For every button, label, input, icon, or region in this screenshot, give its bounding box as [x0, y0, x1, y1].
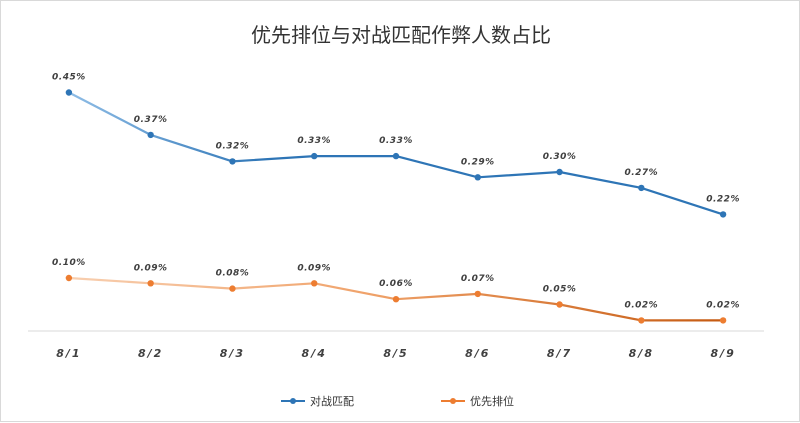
series-2: 0.10% 0.09% 0.08% 0.09% 0.06% 0.07% 0.05% 0.02%…	[52, 258, 740, 324]
data-point	[556, 301, 563, 308]
x-tick-label: 8/2	[138, 347, 163, 360]
legend-item: 优先排位	[441, 394, 514, 408]
data-label: 0.10%	[52, 258, 86, 268]
data-label: 0.27%	[624, 168, 658, 178]
series-layer: 0.45% 0.37% 0.32% 0.33% 0.33% 0.29% 0.30% 0.27%…	[52, 73, 740, 324]
data-point	[392, 152, 400, 160]
legend-item: 对战匹配	[281, 394, 354, 408]
data-label: 0.07%	[461, 274, 495, 284]
chart-title: 优先排位与对战匹配作弊人数占比	[251, 23, 551, 47]
legend-marker-icon	[290, 398, 296, 404]
data-point	[311, 280, 318, 287]
data-point	[229, 285, 236, 292]
x-axis: 8/1 8/2 8/3 8/4 8/5 8/6 8/7 8/8 8/9	[28, 330, 764, 360]
x-tick-label: 8/7	[547, 347, 572, 360]
data-label: 0.30%	[543, 152, 577, 162]
data-label: 0.33%	[379, 136, 413, 146]
data-point	[638, 184, 645, 192]
x-tick-label: 8/4	[302, 347, 327, 360]
x-tick-label: 8/9	[710, 347, 735, 360]
data-label: 0.02%	[706, 300, 740, 310]
x-tick-label: 8/1	[56, 347, 81, 360]
data-point	[719, 211, 727, 218]
data-point	[474, 290, 481, 298]
data-label: 0.06%	[379, 279, 413, 289]
data-point	[719, 317, 727, 324]
data-label: 0.33%	[297, 136, 331, 146]
data-label: 0.37%	[134, 115, 168, 125]
data-point	[556, 168, 563, 176]
data-point	[392, 296, 400, 303]
data-point	[65, 274, 73, 282]
data-point	[229, 158, 236, 165]
data-point	[65, 89, 73, 96]
legend-marker-icon	[450, 398, 456, 404]
data-label: 0.08%	[216, 269, 250, 279]
data-label: 0.32%	[216, 141, 250, 151]
x-tick-label: 8/3	[220, 347, 245, 360]
data-point	[311, 152, 318, 160]
x-tick-label: 8/5	[383, 347, 408, 360]
data-point	[147, 131, 154, 139]
legend-label: 优先排位	[470, 394, 514, 408]
data-label: 0.29%	[461, 157, 495, 167]
data-label: 0.45%	[52, 73, 86, 83]
series-1: 0.45% 0.37% 0.32% 0.33% 0.33% 0.29% 0.30% 0.27%…	[52, 73, 740, 218]
x-tick-label: 8/6	[465, 347, 490, 360]
legend: 对战匹配 优先排位	[281, 394, 514, 408]
data-label: 0.22%	[706, 194, 740, 204]
data-label: 0.05%	[543, 285, 577, 295]
data-label: 0.09%	[134, 263, 168, 273]
legend-label: 对战匹配	[310, 394, 354, 408]
data-point	[147, 280, 154, 287]
data-label: 0.09%	[297, 263, 331, 273]
data-point	[638, 317, 645, 324]
data-point	[474, 174, 481, 181]
x-tick-label: 8/8	[629, 347, 654, 360]
data-label: 0.02%	[624, 300, 658, 310]
